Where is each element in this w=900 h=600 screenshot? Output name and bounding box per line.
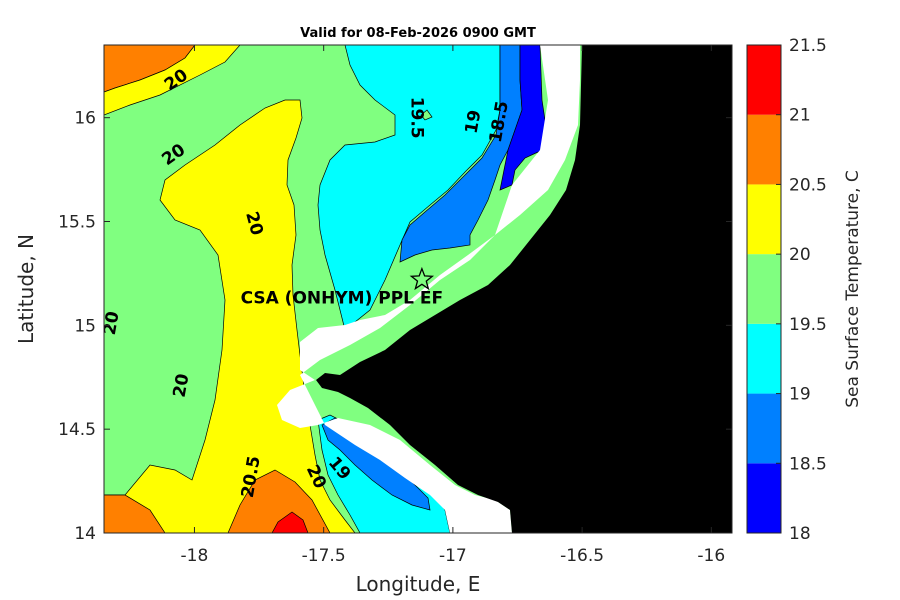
colorbar-tick-label: 19.5: [789, 315, 827, 335]
x-axis-label: Longitude, E: [356, 572, 481, 596]
colorbar-swatch: [747, 254, 781, 324]
colorbar-swatch: [747, 323, 781, 394]
y-axis-label: Latitude, N: [14, 234, 38, 344]
x-axis-ticks: -18 -17.5 -17 -16.5 -16: [181, 45, 725, 566]
sst-band-21-21.5: [271, 511, 309, 533]
x-tick-label: -18: [181, 546, 209, 566]
sst-island-patch: [420, 109, 433, 121]
colorbar-swatch: [747, 114, 781, 185]
colorbar-tick-label: 20.5: [789, 175, 827, 195]
contour-label: 19: [462, 108, 486, 135]
colorbar-tick-label: 18: [789, 524, 811, 544]
contour-label: 19.5: [407, 97, 427, 139]
colorbar-swatch: [747, 393, 781, 464]
sst-band-19-19.5-north: [317, 45, 501, 331]
y-tick-label: 16: [74, 109, 96, 129]
x-tick-label: -16: [697, 546, 725, 566]
x-tick-label: -17: [439, 546, 467, 566]
figure-title: Valid for 08-Feb-2026 0900 GMT: [300, 26, 536, 41]
colorbar-label: Sea Surface Temperature, C: [843, 170, 863, 408]
site-label: CSA (ONHYM) PPL EF: [241, 289, 444, 309]
site-star-icon: [409, 266, 435, 291]
x-tick-label: -16.5: [560, 546, 604, 566]
sst-band-20.5-21-southwest: [104, 494, 166, 533]
colorbar-tick-label: 21: [789, 106, 811, 126]
colorbar-tick-label: 21.5: [789, 36, 827, 56]
y-tick-label: 14: [74, 524, 96, 544]
contour-label: 20: [170, 372, 194, 399]
colorbar: [747, 45, 781, 533]
land-mass: [316, 45, 732, 533]
colorbar-tick-label: 20: [789, 245, 811, 265]
sst-band-20.5-21-south: [227, 469, 331, 533]
y-tick-label: 15: [74, 316, 96, 336]
y-tick-label: 15.5: [58, 213, 96, 233]
colorbar-swatch: [747, 463, 781, 533]
sst-band-20-20.5-north: [104, 45, 241, 116]
x-tick-label: -17.5: [302, 546, 346, 566]
colorbar-swatch: [747, 45, 781, 115]
colorbar-ticks: 18 18.5 19 19.5 20 20.5 21 21.5: [776, 36, 827, 544]
colorbar-tick-label: 18.5: [789, 454, 827, 474]
y-axis-ticks: 14 14.5 15 15.5 16: [58, 109, 732, 544]
colorbar-swatch: [747, 184, 781, 255]
y-tick-label: 14.5: [58, 420, 96, 440]
colorbar-frame: [746, 44, 782, 534]
colorbar-tick-label: 19: [789, 385, 811, 405]
sst-band-18-18.5: [499, 45, 556, 191]
contour-label: 20: [100, 310, 124, 337]
map-axes-frame: [103, 44, 733, 534]
